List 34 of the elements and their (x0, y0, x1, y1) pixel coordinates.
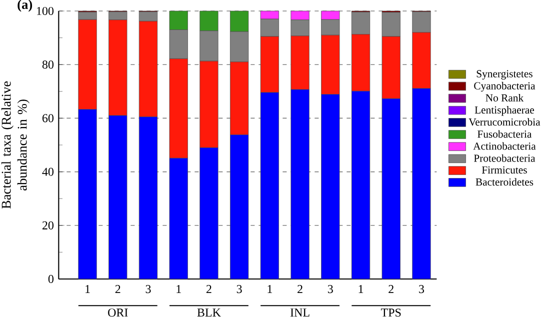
x-tick-label: 1 (268, 285, 272, 293)
legend-label: Lentisphaerae (474, 106, 534, 116)
legend-label: Cyanobacteria (474, 82, 536, 92)
x-tick-label: 2 (206, 285, 212, 293)
legend-label: Actinobacteria (473, 142, 536, 150)
x-tick-label: 3 (328, 285, 333, 294)
x-tick-label: 1 (176, 285, 181, 293)
x-tick-label: 2 (115, 285, 120, 293)
legend-label: No Rank (486, 94, 524, 102)
y-tick-label: 20 (42, 221, 54, 230)
x-tick-label: 2 (298, 285, 302, 293)
legend-label: Synergistetes (476, 70, 532, 80)
legend-label: Proteobacteria (474, 154, 536, 162)
legend-label: Bacteroidetes (476, 178, 534, 186)
x-tick-label: 2 (388, 285, 394, 293)
y-tick-label: 0 (48, 274, 54, 284)
legend-label: Verrucomicrobia (468, 118, 540, 126)
y-axis-title: Bacterial taxa (Relative abundance in %) (1, 81, 30, 209)
text: BLK (197, 308, 221, 316)
x-tick-label: 3 (236, 285, 242, 294)
chart-title: (a) (18, 0, 32, 12)
text: INL (290, 308, 310, 316)
x-tick-label: 3 (419, 285, 424, 294)
y-tick-label: 80 (42, 60, 54, 69)
y-tick-label: 60 (42, 114, 54, 122)
y-tick-label: 40 (42, 168, 54, 176)
x-tick-label: 1 (86, 285, 90, 293)
x-tick-label: 1 (358, 285, 364, 293)
legend-label: Firmicutes (482, 166, 527, 174)
x-tick-label: 3 (146, 285, 151, 294)
legend-label: Fusobacteria (478, 130, 532, 138)
text: TPS (380, 308, 401, 317)
y-tick-label: 100 (37, 6, 54, 16)
text: ORI (108, 308, 128, 317)
